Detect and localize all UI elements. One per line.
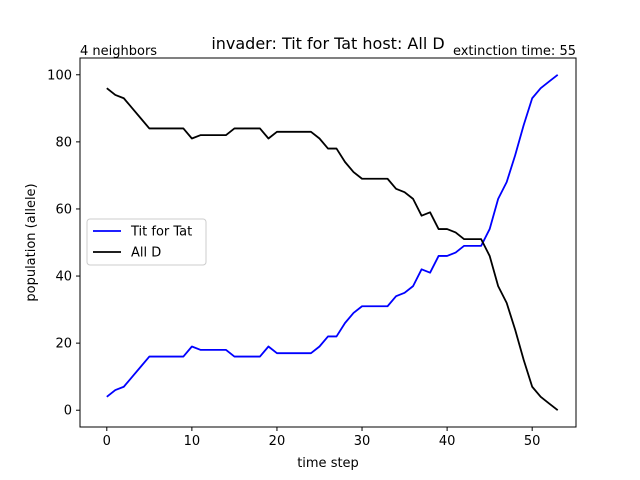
- y-tick-label: 0: [64, 404, 72, 419]
- legend: Tit for Tat All D: [86, 218, 207, 266]
- extinction-time-annotation: extinction time: 55: [453, 44, 576, 59]
- series-layer: [106, 74, 559, 411]
- legend-label-all-d: All D: [131, 246, 161, 261]
- x-tick-label: 0: [103, 434, 111, 449]
- chart-title: invader: Tit for Tat host: All D: [211, 34, 444, 53]
- x-tick-label: 50: [524, 434, 541, 449]
- neighbors-annotation: 4 neighbors: [80, 44, 157, 59]
- series-line-all-d: [106, 87, 559, 411]
- y-tick-label: 100: [47, 68, 72, 83]
- x-axis-label: time step: [297, 456, 359, 471]
- y-axis: 0 20 40 60 80 100: [47, 68, 80, 419]
- x-tick-label: 40: [439, 434, 456, 449]
- y-tick-label: 20: [55, 337, 72, 352]
- x-axis: 0 10 20 30 40 50: [103, 427, 541, 449]
- x-tick-label: 30: [354, 434, 371, 449]
- y-axis-label: population (allele): [24, 183, 39, 301]
- x-tick-label: 20: [269, 434, 286, 449]
- y-tick-label: 80: [55, 135, 72, 150]
- x-tick-label: 10: [184, 434, 201, 449]
- y-tick-label: 40: [55, 270, 72, 285]
- plot-frame: [79, 57, 577, 428]
- legend-label-tit-for-tat: Tit for Tat: [130, 225, 192, 240]
- y-tick-label: 60: [55, 202, 72, 217]
